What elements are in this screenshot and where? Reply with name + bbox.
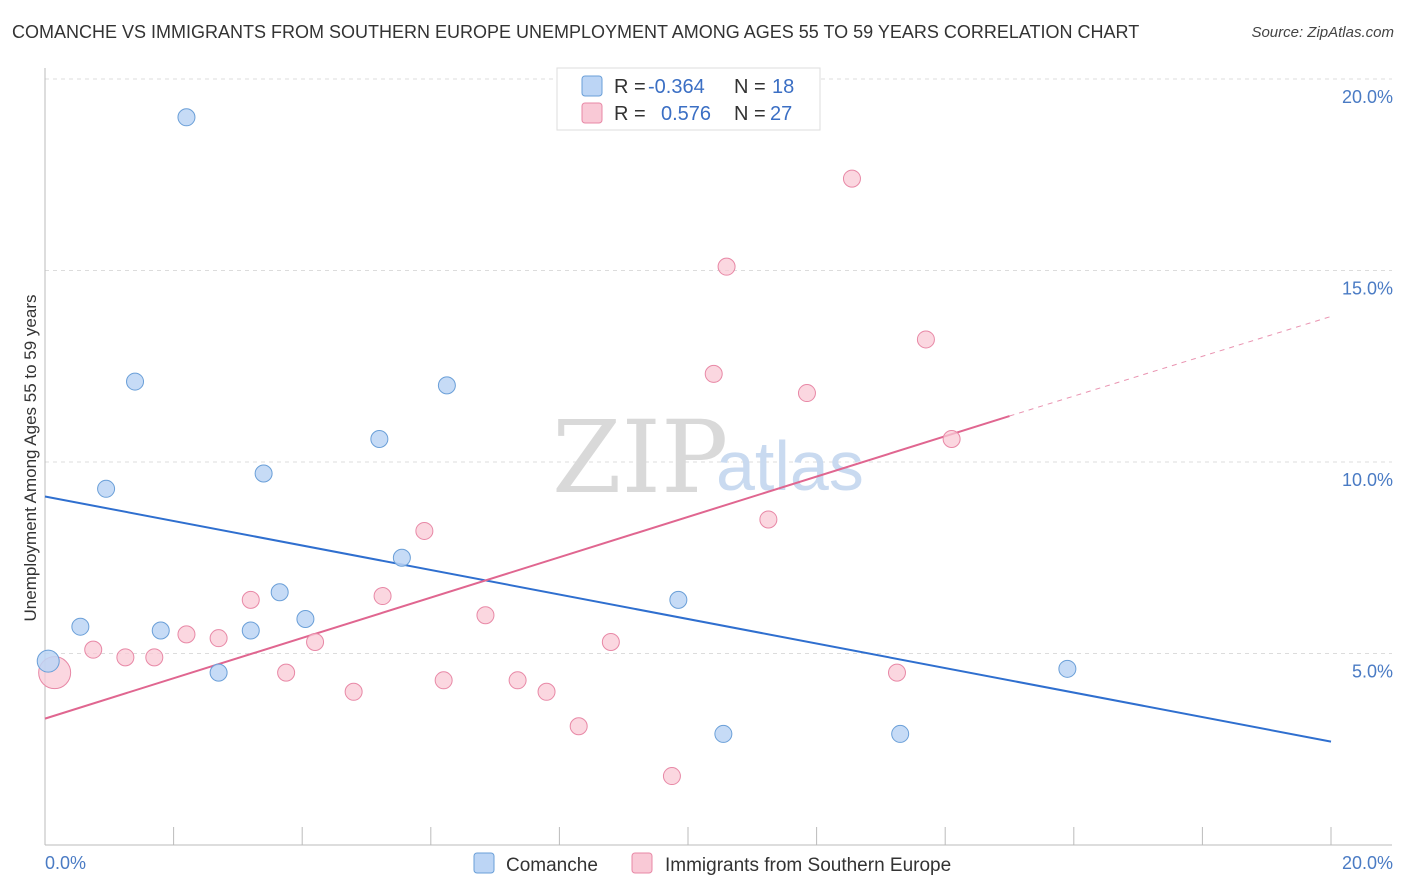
point-immigrants-7 — [277, 663, 296, 682]
legend-swatch-comanche — [581, 75, 603, 97]
y-tick-label-5: 5.0% — [1352, 662, 1393, 682]
point-immigrants-17 — [601, 633, 620, 652]
point-immigrants-10 — [373, 587, 392, 606]
y-tick-label-20: 20.0% — [1342, 87, 1393, 107]
chart-title: COMANCHE VS IMMIGRANTS FROM SOUTHERN EUR… — [12, 22, 1140, 42]
y-tick-label-15: 15.0% — [1342, 279, 1393, 299]
trendline-comanche — [44, 495, 1332, 743]
point-comanche-9 — [270, 583, 289, 602]
point-comanche-3 — [126, 372, 145, 391]
point-immigrants-18 — [662, 767, 681, 786]
x-tick-label-min: 0.0% — [45, 853, 86, 873]
point-immigrants-14 — [508, 671, 527, 690]
point-immigrants-5 — [209, 629, 228, 648]
point-immigrants-21 — [759, 510, 778, 529]
bottom-legend-swatch-comanche — [473, 852, 495, 874]
legend-swatch-immigrants — [581, 102, 603, 124]
point-immigrants-16 — [569, 717, 588, 736]
point-immigrants-22 — [797, 384, 816, 403]
bottom-legend-comanche: Comanche — [506, 855, 598, 876]
axes — [44, 68, 1392, 846]
point-immigrants-12 — [434, 671, 453, 690]
legend-r-label-1: R = — [614, 76, 646, 98]
point-comanche-2 — [97, 479, 116, 498]
point-immigrants-8 — [306, 633, 325, 652]
trendlines — [44, 315, 1332, 743]
point-comanche-4 — [151, 621, 170, 640]
point-immigrants-3 — [145, 648, 164, 667]
point-immigrants-24 — [887, 663, 906, 682]
point-immigrants-9 — [344, 682, 363, 701]
trendline-immigrants — [44, 415, 1010, 720]
point-immigrants-23 — [842, 169, 861, 188]
trendline-immigrants-extension — [1009, 315, 1332, 417]
point-immigrants-13 — [476, 606, 495, 625]
point-immigrants-6 — [241, 590, 260, 609]
grid — [45, 78, 1392, 654]
tick-labels: 5.0% 10.0% 15.0% 20.0% 0.0% 20.0% — [45, 87, 1393, 873]
point-immigrants-1 — [84, 640, 103, 659]
legend-n-value-2: 27 — [770, 103, 792, 125]
point-immigrants-15 — [537, 682, 556, 701]
data-points — [36, 108, 1077, 786]
y-tick-label-10: 10.0% — [1342, 470, 1393, 490]
point-immigrants-2 — [116, 648, 135, 667]
chart-source: Source: ZipAtlas.com — [1251, 24, 1394, 41]
point-comanche-15 — [714, 724, 733, 743]
point-comanche-10 — [296, 610, 315, 629]
point-immigrants-11 — [415, 521, 434, 540]
legend-n-label-2: N = — [734, 103, 766, 125]
point-comanche-11 — [370, 430, 389, 449]
legend-r-value-2: 0.576 — [661, 103, 711, 125]
point-comanche-12 — [392, 548, 411, 567]
point-comanche-7 — [241, 621, 260, 640]
point-comanche-1 — [71, 617, 90, 636]
point-comanche-5 — [177, 108, 196, 127]
point-immigrants-4 — [177, 625, 196, 644]
point-comanche-8 — [254, 464, 273, 483]
point-immigrants-20 — [717, 257, 736, 276]
watermark-zip: ZIP — [552, 399, 728, 516]
point-comanche-6 — [209, 663, 228, 682]
point-comanche-16 — [891, 724, 910, 743]
y-axis-label: Unemployment Among Ages 55 to 59 years — [21, 295, 40, 622]
point-immigrants-25 — [916, 330, 935, 349]
watermark-atlas: atlas — [716, 427, 864, 505]
legend-n-value-1: 18 — [772, 76, 794, 98]
bottom-legend-swatch-immigrants — [631, 852, 653, 874]
legend-r-value-1: -0.364 — [648, 76, 705, 98]
point-comanche-14 — [669, 590, 688, 609]
bottom-legend-immigrants: Immigrants from Southern Europe — [665, 855, 951, 876]
point-immigrants-26 — [942, 430, 961, 449]
legend-r-label-2: R = — [614, 103, 646, 125]
x-tick-label-max: 20.0% — [1342, 853, 1393, 873]
series-legend: Comanche Immigrants from Southern Europe — [473, 852, 951, 876]
point-comanche-13 — [437, 376, 456, 395]
point-comanche-17 — [1058, 659, 1077, 678]
legend-n-label-1: N = — [734, 76, 766, 98]
correlation-legend: R = -0.364 N = 18 R = 0.576 N = 27 — [556, 67, 821, 131]
point-comanche-0 — [36, 649, 60, 673]
point-immigrants-19 — [704, 364, 723, 383]
